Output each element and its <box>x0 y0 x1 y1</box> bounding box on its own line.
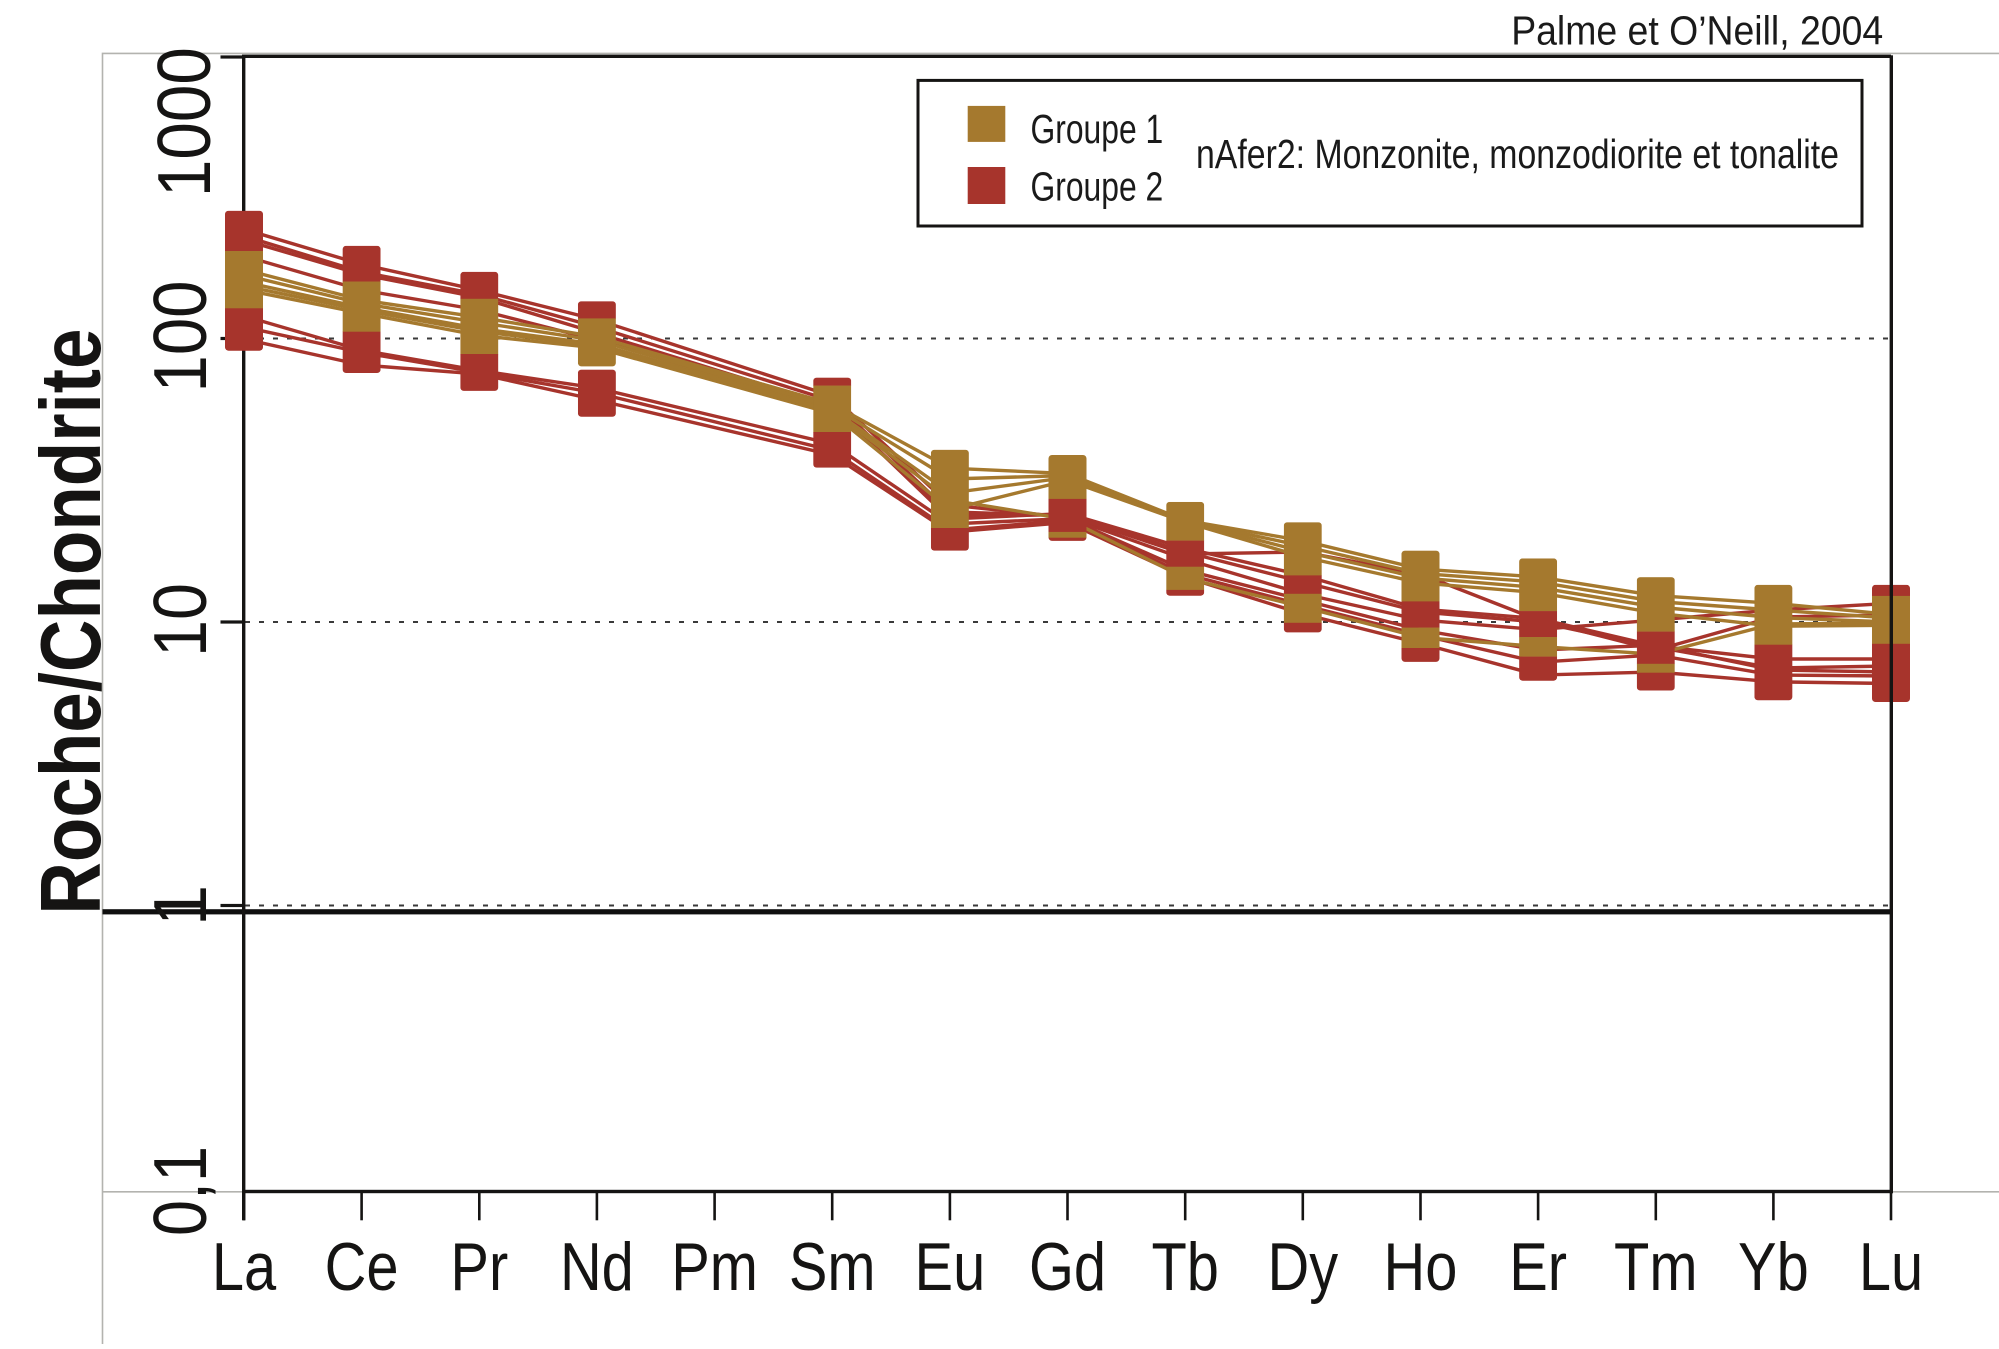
svg-text:Gd: Gd <box>1029 1229 1106 1305</box>
svg-text:Groupe 1: Groupe 1 <box>1031 106 1164 152</box>
svg-text:Pr: Pr <box>450 1229 508 1305</box>
svg-text:Eu: Eu <box>915 1229 986 1305</box>
svg-text:0,1: 0,1 <box>138 1146 222 1236</box>
svg-text:La: La <box>212 1229 276 1305</box>
svg-text:Palme et O’Neill, 2004: Palme et O’Neill, 2004 <box>1511 8 1883 54</box>
svg-text:1: 1 <box>138 885 222 927</box>
svg-text:Dy: Dy <box>1268 1229 1339 1305</box>
svg-text:Sm: Sm <box>789 1229 876 1305</box>
svg-text:Groupe 2: Groupe 2 <box>1031 163 1164 209</box>
svg-text:Ce: Ce <box>325 1229 399 1305</box>
svg-text:Pm: Pm <box>671 1229 758 1305</box>
svg-text:Lu: Lu <box>1859 1229 1923 1305</box>
svg-text:Ho: Ho <box>1384 1229 1458 1305</box>
svg-text:Nd: Nd <box>560 1229 634 1305</box>
svg-text:100: 100 <box>138 281 222 393</box>
svg-text:Er: Er <box>1509 1229 1567 1305</box>
svg-text:Roche/Chondrite: Roche/Chondrite <box>24 329 119 915</box>
svg-text:Tm: Tm <box>1614 1229 1698 1305</box>
svg-text:Tb: Tb <box>1151 1229 1219 1305</box>
svg-text:10: 10 <box>138 583 222 657</box>
svg-text:1000: 1000 <box>142 47 226 197</box>
svg-text:nAfer2: Monzonite, monzodiorit: nAfer2: Monzonite, monzodiorite et tonal… <box>1196 131 1839 177</box>
svg-text:Yb: Yb <box>1738 1229 1809 1305</box>
